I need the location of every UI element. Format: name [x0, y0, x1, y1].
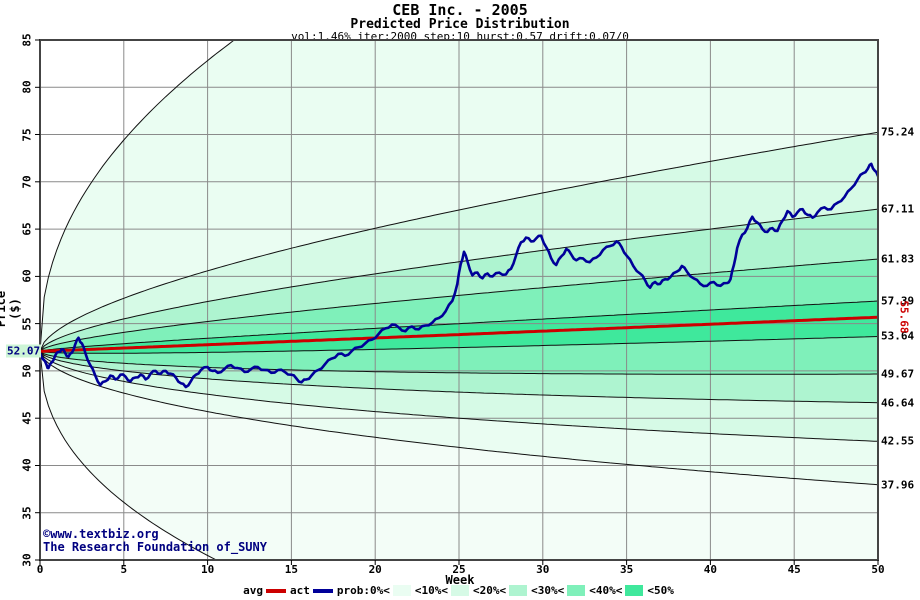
quantile-curve: [40, 351, 878, 486]
quantile-curve: [40, 350, 878, 375]
x-tick-label: 0: [36, 563, 44, 576]
quantile-end-label: 61.83: [881, 252, 915, 266]
y-tick-label: 65: [20, 222, 34, 236]
quantile-curve: [40, 300, 878, 352]
quantile-end-label: 53.64: [881, 329, 915, 343]
quantile-curve: [40, 351, 878, 442]
quantile-curve: [40, 336, 878, 354]
legend-label: act: [290, 584, 310, 597]
x-tick-label: 20: [368, 563, 382, 576]
x-axis-title: Week: [445, 573, 475, 587]
legend-item: <20%<: [472, 584, 528, 597]
legend-item: <40%<: [589, 584, 644, 597]
y-tick-label: 80: [20, 80, 34, 94]
legend-label: <20%<: [472, 584, 507, 597]
x-tick-label: 35: [619, 563, 634, 576]
avg-line: [40, 315, 878, 353]
y-tick-label: 35: [20, 506, 34, 520]
legend-band-swatch: [392, 585, 411, 596]
legend-band-swatch: [450, 585, 469, 596]
legend-item: <30%<: [531, 584, 586, 597]
y-tick-label: 55: [20, 317, 34, 331]
quantile-curve: [40, 208, 878, 352]
prob-band: [40, 351, 878, 485]
legend-label: <50%: [647, 584, 674, 597]
legend-item: avg: [243, 584, 286, 597]
legend-band-swatch: [567, 585, 586, 596]
avg-end-label: 55.68: [897, 300, 911, 334]
x-tick-label: 5: [120, 563, 128, 576]
legend-line-swatch: [312, 588, 333, 593]
quantile-curve: [40, 40, 236, 352]
x-tick-label: 25: [452, 563, 466, 576]
quantile-curve: [40, 351, 218, 560]
legend-item: <50%: [647, 584, 677, 597]
quantile-curve: [40, 131, 878, 352]
quantile-end-label: 49.67: [881, 367, 915, 381]
x-tick-label: 50: [871, 563, 885, 576]
legend-band-swatch: [509, 585, 528, 596]
legend-item: prob:0%<: [337, 584, 411, 597]
watermark-org: The Research Foundation of_SUNY: [43, 540, 267, 554]
legend-item: act: [290, 584, 333, 597]
y-tick-label: 70: [20, 175, 34, 189]
y-tick-label: 45: [20, 411, 34, 425]
x-tick-label: 15: [284, 563, 299, 576]
actual-price-line: [40, 162, 878, 389]
legend: avg act prob:0%< <10%< <20%< <30%< <40%< <50%: [0, 584, 920, 597]
x-tick-label: 40: [703, 563, 718, 576]
quantile-end-label: 57.39: [881, 294, 915, 308]
y-tick-label: 75: [20, 127, 34, 142]
quantile-end-label: 75.24: [881, 125, 915, 139]
quantile-end-label: 46.64: [881, 396, 915, 410]
quantile-end-label: 67.11: [881, 202, 915, 216]
y-tick-label: 85: [20, 33, 34, 47]
start-price-label: 52.07: [6, 344, 42, 358]
y-axis-title: Price ($): [0, 290, 22, 328]
legend-label: <40%<: [589, 584, 623, 597]
quantile-curve: [40, 350, 878, 404]
y-tick-label: 60: [20, 269, 34, 283]
quantile-curve: [40, 258, 878, 352]
quantile-end-label: 42.55: [881, 434, 915, 448]
quantile-end-label: 37.96: [881, 478, 915, 492]
legend-line-swatch: [266, 588, 286, 593]
x-tick-label: 10: [200, 563, 215, 576]
x-tick-label: 45: [787, 563, 801, 576]
x-tick-label: 30: [536, 563, 550, 576]
legend-item: <10%<: [415, 584, 469, 597]
chart-title: CEB Inc. - 2005: [392, 1, 528, 19]
y-tick-label: 50: [20, 364, 34, 378]
legend-label: <10%<: [414, 584, 448, 597]
legend-band-swatch: [625, 585, 644, 596]
watermark-url: ©www.textbiz.org: [43, 527, 159, 541]
y-tick-label: 40: [20, 458, 34, 473]
legend-label: prob:0%<: [336, 584, 390, 597]
legend-label: avg: [243, 584, 263, 597]
legend-label: <30%<: [531, 584, 565, 597]
chart-subtitle: Predicted Price Distribution: [350, 17, 570, 32]
y-tick-label: 30: [20, 553, 34, 567]
